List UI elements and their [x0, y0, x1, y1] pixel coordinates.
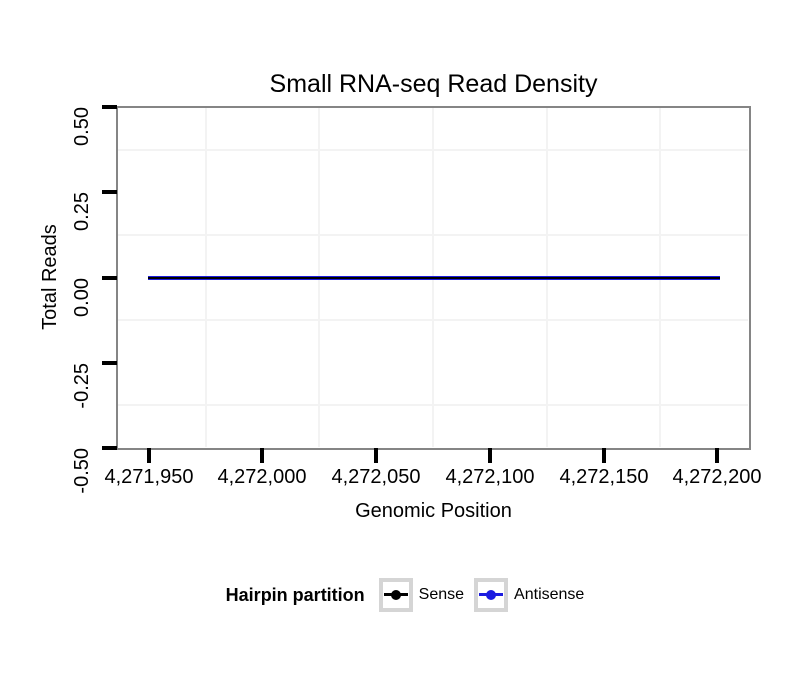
- legend-title: Hairpin partition: [225, 584, 365, 605]
- x-tick-mark: [260, 448, 264, 463]
- legend-entry-antisense: Antisense: [474, 578, 584, 612]
- y-tick-label: 0.50: [71, 107, 93, 146]
- x-tick-mark: [488, 448, 492, 463]
- legend-key-sense-icon: [378, 578, 413, 612]
- x-tick-mark: [602, 448, 606, 463]
- y-tick-mark: [102, 276, 117, 280]
- x-tick-mark: [715, 448, 719, 463]
- x-tick-mark: [374, 448, 378, 463]
- legend-key-antisense-icon: [474, 578, 509, 612]
- legend: Hairpin partition Sense Antisense: [0, 576, 810, 614]
- x-tick-label: 4,272,000: [217, 466, 307, 488]
- y-tick-label: -0.50: [71, 448, 93, 494]
- series-line-sense: [148, 277, 720, 279]
- legend-entry-sense: Sense: [378, 578, 465, 612]
- x-tick-label: 4,272,200: [672, 466, 762, 488]
- y-tick-label: 0.00: [71, 278, 93, 317]
- y-minor-gridline: [118, 319, 748, 321]
- y-tick-mark: [102, 361, 117, 365]
- x-axis-label: Genomic Position: [355, 500, 512, 522]
- legend-label-antisense: Antisense: [514, 586, 585, 603]
- chart-title: Small RNA-seq Read Density: [269, 70, 598, 98]
- legend-key-dot: [486, 590, 497, 600]
- x-tick-mark: [147, 448, 151, 463]
- legend-key-dot: [390, 590, 401, 600]
- x-tick-label: 4,272,100: [445, 466, 535, 488]
- legend-label-sense: Sense: [418, 586, 465, 603]
- y-minor-gridline: [118, 234, 748, 236]
- y-tick-mark: [102, 190, 117, 194]
- y-tick-label: -0.25: [71, 363, 93, 409]
- y-tick-mark: [102, 446, 117, 450]
- y-axis-label: Total Reads: [39, 224, 61, 330]
- legend-entries: Sense Antisense: [378, 578, 584, 612]
- y-tick-mark: [102, 105, 117, 109]
- y-minor-gridline: [118, 404, 748, 406]
- y-minor-gridline: [118, 149, 748, 151]
- y-tick-label: 0.25: [71, 192, 93, 231]
- x-tick-label: 4,272,050: [331, 466, 421, 488]
- x-tick-label: 4,272,150: [559, 466, 649, 488]
- x-tick-label: 4,271,950: [104, 466, 194, 488]
